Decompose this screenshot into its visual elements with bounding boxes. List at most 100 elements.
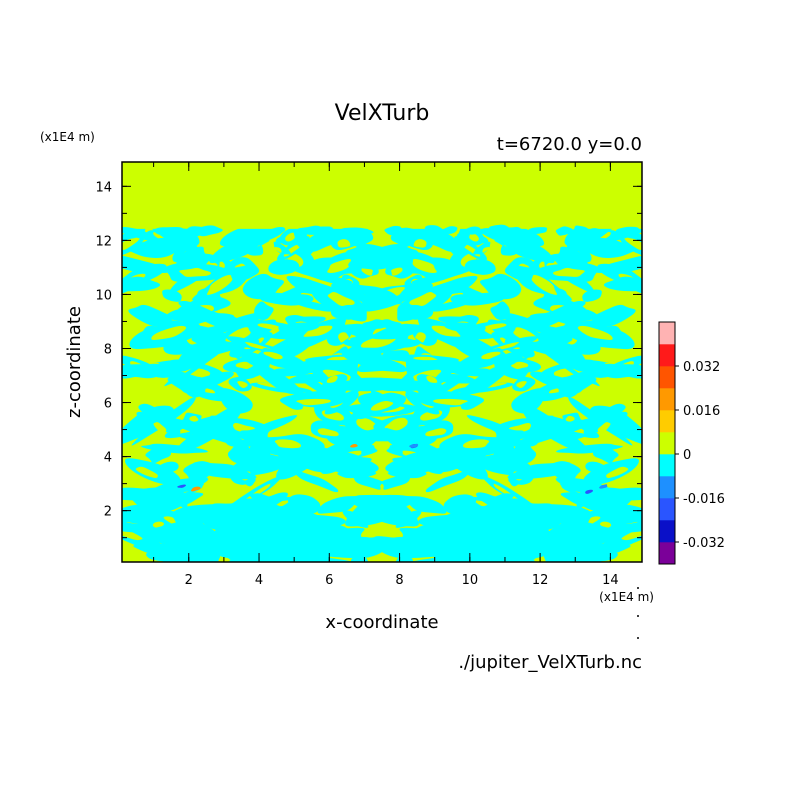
- colorbar-band: [659, 366, 675, 389]
- negative-region: [128, 304, 173, 327]
- negative-region: [195, 225, 223, 237]
- negative-region: [416, 374, 443, 390]
- negative-region: [584, 237, 635, 259]
- negative-region: [177, 342, 214, 372]
- zero-region: [274, 439, 302, 449]
- negative-region: [465, 226, 481, 235]
- zero-region: [469, 232, 479, 242]
- negative-region: [501, 503, 553, 521]
- negative-region: [125, 458, 181, 485]
- plot-area: [122, 162, 642, 586]
- strong-value-spot: [350, 443, 358, 448]
- negative-region: [211, 503, 263, 521]
- negative-region: [532, 365, 605, 395]
- zero-region: [151, 325, 187, 341]
- colorbar-band: [659, 432, 675, 455]
- contour-features: [122, 162, 642, 494]
- x-tick-label: 8: [395, 573, 403, 588]
- zero-region: [338, 332, 349, 343]
- negative-region: [193, 371, 234, 391]
- y-tick-label: 2: [104, 505, 112, 520]
- zero-region: [257, 323, 280, 331]
- x-tick-label: 6: [325, 573, 333, 588]
- zero-region: [296, 398, 331, 406]
- zero-region: [462, 439, 490, 449]
- zero-region: [122, 525, 143, 541]
- negative-region: [219, 388, 253, 414]
- negative-region: [473, 241, 491, 255]
- negative-region: [293, 470, 339, 493]
- zero-region: [565, 415, 575, 422]
- colorbar: [658, 321, 676, 565]
- negative-region: [178, 300, 236, 331]
- negative-region: [499, 232, 555, 264]
- y-axis-unit: (x1E4 m): [40, 130, 95, 144]
- zero-region: [413, 356, 438, 361]
- negative-region: [425, 470, 471, 493]
- negative-region: [315, 226, 334, 237]
- negative-region: [582, 363, 642, 379]
- zero-region: [409, 292, 437, 306]
- negative-region: [603, 276, 642, 292]
- negative-region: [435, 530, 482, 558]
- negative-region: [583, 458, 639, 485]
- negative-region: [321, 374, 348, 390]
- negative-region: [159, 365, 232, 395]
- strong-value-spot: [585, 489, 594, 494]
- negative-region: [485, 534, 548, 551]
- zero-region: [597, 422, 611, 433]
- y-axis: 2 4 6 8 10 12 14: [95, 180, 642, 539]
- y-tick-label: 4: [104, 451, 112, 466]
- negative-region: [583, 228, 600, 235]
- negative-region: [162, 289, 182, 302]
- quiescent-zone: [122, 162, 642, 229]
- plot-frame: [121, 161, 643, 563]
- x-tick-label: 2: [185, 573, 193, 588]
- zero-region: [326, 375, 338, 383]
- negative-region: [348, 377, 436, 392]
- zero-region: [504, 567, 514, 576]
- colorbar-band: [659, 476, 675, 499]
- zero-region: [384, 417, 408, 431]
- negative-region: [295, 447, 379, 475]
- y-tick-label: 8: [104, 342, 112, 357]
- negative-region: [183, 461, 217, 482]
- colorbar-tick-label: -0.016: [683, 492, 725, 507]
- y-tick-label: 10: [95, 288, 112, 303]
- negative-region: [209, 232, 265, 264]
- colorbar-band: [659, 388, 675, 411]
- colorbar-band: [659, 454, 675, 477]
- colorbar-band: [659, 344, 675, 367]
- x-tick-label: 14: [602, 573, 619, 588]
- zero-region: [411, 572, 451, 586]
- colorbar-frame: [658, 321, 676, 565]
- y-tick-label: 14: [95, 180, 112, 195]
- negative-region: [273, 450, 302, 467]
- negative-region: [462, 450, 491, 467]
- negative-region: [603, 403, 626, 418]
- negative-region: [459, 363, 511, 397]
- zero-region: [337, 239, 351, 248]
- negative-region: [138, 403, 161, 418]
- negative-region: [151, 412, 181, 435]
- negative-region: [479, 273, 522, 300]
- zero-region: [511, 361, 529, 369]
- zero-region: [287, 253, 304, 267]
- strong-value-spot: [190, 486, 201, 492]
- negative-region: [423, 225, 444, 237]
- x-tick-label: 10: [462, 573, 479, 588]
- negative-region: [122, 363, 182, 379]
- colorbar-band: [659, 520, 675, 543]
- negative-region: [615, 226, 640, 236]
- colorbar-band: [659, 322, 675, 345]
- negative-region: [444, 323, 486, 333]
- negative-region: [234, 452, 291, 467]
- zero-region: [412, 259, 437, 273]
- negative-region: [141, 443, 208, 454]
- chart-subtitle: t=6720.0 y=0.0: [497, 134, 642, 155]
- zero-region: [153, 422, 167, 433]
- zero-region: [482, 247, 490, 253]
- negative-region: [583, 412, 613, 435]
- y-tick-label: 12: [95, 234, 112, 249]
- colorbar-tick-label: -0.032: [683, 536, 725, 551]
